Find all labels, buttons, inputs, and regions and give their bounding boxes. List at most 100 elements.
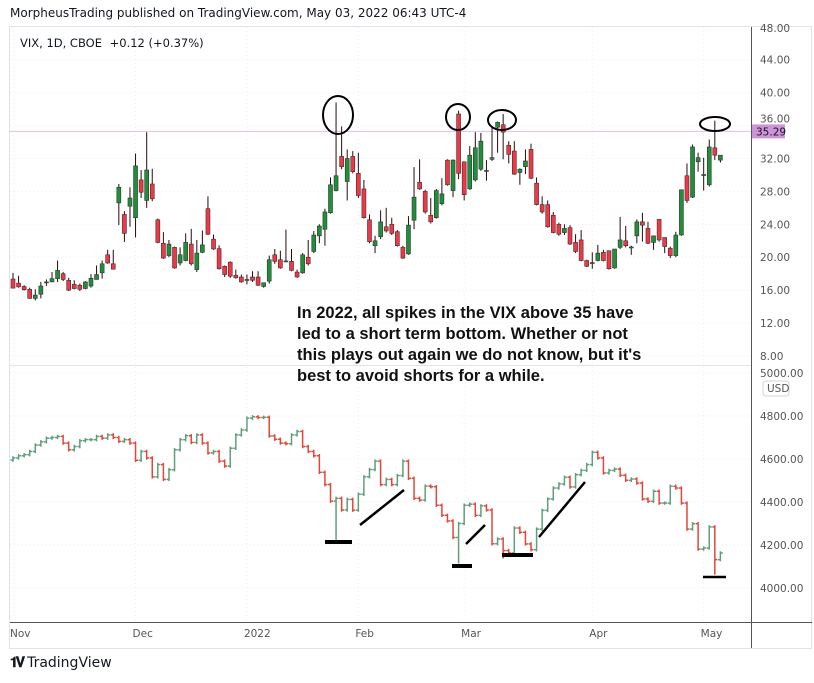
candle-body xyxy=(333,175,339,191)
spike-circle-jan[interactable] xyxy=(322,95,354,135)
candle-body xyxy=(383,226,389,232)
candle-body xyxy=(339,156,344,168)
drawings xyxy=(322,95,731,579)
candle-body xyxy=(16,282,21,288)
candle-body xyxy=(311,234,317,252)
candle-body xyxy=(44,281,49,284)
candle-body xyxy=(250,276,255,281)
candle-body xyxy=(573,242,578,252)
candle-body xyxy=(406,224,411,255)
trend-line-2[interactable] xyxy=(465,524,486,545)
vix-tick-label: 36.00 xyxy=(760,113,790,125)
spx-tick-label: 4800.00 xyxy=(760,411,803,423)
candle-body xyxy=(417,182,422,190)
trend-line-1[interactable] xyxy=(359,489,405,526)
annotation-line: led to a short term bottom. Whether or n… xyxy=(297,325,628,343)
vix-price-axis[interactable]: 48.00 44.00 40.00 36.00 32.00 28.00 24.00 20.00… xyxy=(760,23,790,363)
candle-body xyxy=(272,254,278,262)
candle-body xyxy=(606,250,612,270)
candle-body xyxy=(233,275,239,279)
candle-body xyxy=(71,284,77,289)
candle-body xyxy=(484,170,489,172)
candle-body xyxy=(467,154,473,190)
tradingview-logo[interactable]: 𝟏𝐕 TradingView xyxy=(10,655,112,671)
vix-tick-label: 32.00 xyxy=(760,153,790,165)
candle-body xyxy=(88,277,94,287)
candle-body xyxy=(255,276,261,286)
level-price-label: 35.29 xyxy=(756,126,786,138)
candle-body xyxy=(188,243,194,265)
candle-body xyxy=(701,174,706,176)
candle-body xyxy=(200,244,205,253)
candle-body xyxy=(155,219,161,243)
candle-body xyxy=(651,235,656,243)
candle-body xyxy=(434,190,439,219)
candle-body xyxy=(344,158,350,182)
time-label: May xyxy=(701,628,723,640)
vix-tick-label: 44.00 xyxy=(760,55,790,67)
candle-body xyxy=(506,145,512,155)
candle-body xyxy=(528,149,534,179)
candle-body xyxy=(55,270,60,279)
candle-body xyxy=(634,221,640,237)
candle-body xyxy=(690,146,695,198)
candle-body xyxy=(21,286,27,291)
candle-body xyxy=(99,263,105,274)
candle-body xyxy=(445,159,450,186)
candle-body xyxy=(667,247,673,256)
spike-circle-mar[interactable] xyxy=(487,109,517,131)
candle-body xyxy=(428,214,434,223)
level-line-group[interactable]: 35.29 xyxy=(10,124,786,138)
annotation-text[interactable]: In 2022, all spikes in the VIX above 35 … xyxy=(297,303,697,387)
symbol-legend[interactable]: VIX, 1D, CBOE +0.12 (+0.37%) xyxy=(20,36,204,50)
candle-body xyxy=(66,279,71,291)
candle-body xyxy=(567,227,573,245)
candle-body xyxy=(712,147,718,156)
candle-body xyxy=(38,285,44,295)
candle-body xyxy=(556,224,562,235)
candle-body xyxy=(49,278,55,283)
candle-body xyxy=(367,219,372,242)
candle-body xyxy=(116,186,122,204)
candle-body xyxy=(623,240,629,247)
trend-line-3[interactable] xyxy=(538,481,586,538)
time-label: Mar xyxy=(461,628,481,640)
spx-price-axis[interactable]: 5000.00 4800.00 4600.00 4400.00 4200.00 4000.… xyxy=(760,368,803,595)
annotation-line: best to avoid shorts for a while. xyxy=(297,367,545,385)
candle-body xyxy=(523,160,528,168)
vix-tick-label: 8.00 xyxy=(760,351,783,363)
candle-body xyxy=(539,204,545,213)
candle-body xyxy=(283,260,289,263)
candle-body xyxy=(149,183,155,200)
time-axis[interactable]: Nov Dec 2022 Feb Mar Apr May xyxy=(10,628,722,640)
time-label: Nov xyxy=(10,628,31,640)
candle-body xyxy=(584,260,590,267)
candle-body xyxy=(450,159,456,191)
candle-body xyxy=(216,248,222,270)
candle-body xyxy=(105,254,110,264)
spike-circle-may[interactable] xyxy=(699,116,731,132)
logo-text: TradingView xyxy=(27,655,112,671)
candle-body xyxy=(278,259,283,269)
spx-tick-label: 4000.00 xyxy=(760,583,803,595)
candle-body xyxy=(222,265,227,275)
time-label: Feb xyxy=(355,628,374,640)
vix-tick-label: 16.00 xyxy=(760,285,790,297)
candle-body xyxy=(684,175,690,201)
candle-body xyxy=(495,121,500,128)
candle-body xyxy=(183,242,188,261)
candle-body xyxy=(378,221,383,237)
candle-body xyxy=(94,274,99,280)
candle-body xyxy=(589,262,595,264)
candle-body xyxy=(562,228,567,233)
candle-body xyxy=(144,169,149,201)
candle-body xyxy=(628,246,634,249)
candle-body xyxy=(395,231,400,247)
spx-bars xyxy=(10,415,723,575)
candle-body xyxy=(550,214,556,233)
candle-body xyxy=(172,247,177,269)
chart-frame xyxy=(9,26,812,649)
price-change: +0.12 (+0.37%) xyxy=(109,36,204,50)
spike-circle-feb[interactable] xyxy=(445,103,471,131)
